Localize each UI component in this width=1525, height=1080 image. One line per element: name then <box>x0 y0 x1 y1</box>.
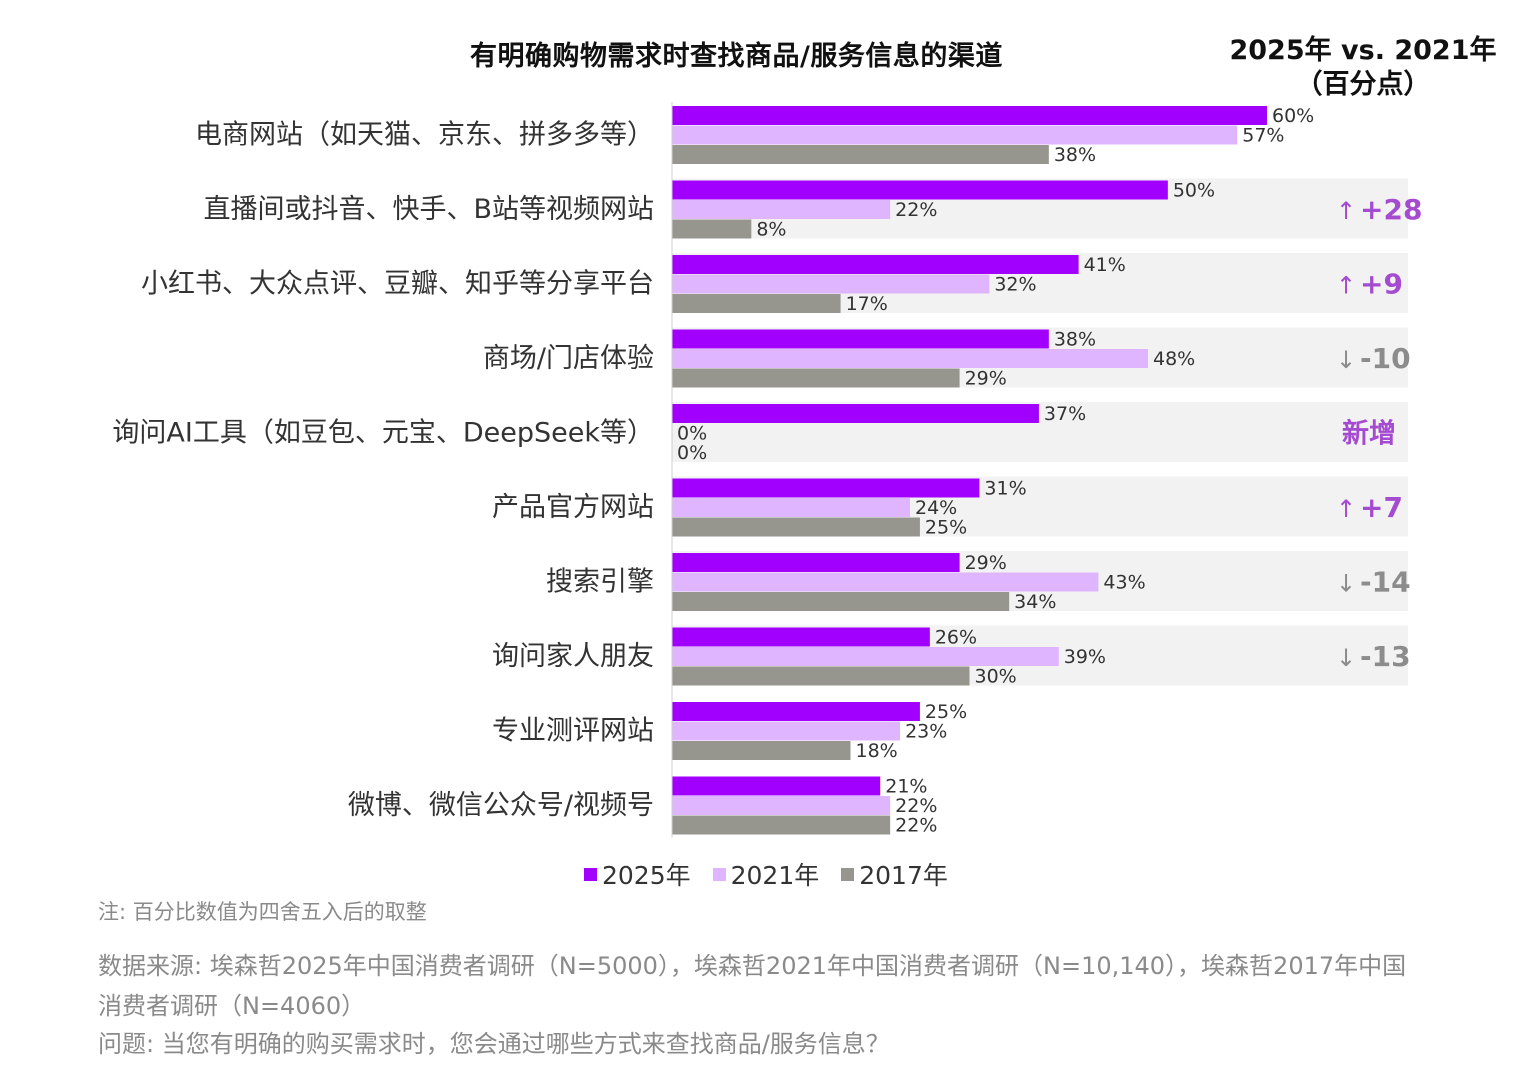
survey-question: 问题: 当您有明确的购买需求时，您会通过哪些方式来查找商品/服务信息？ <box>98 1030 890 1058</box>
bar <box>672 106 1267 125</box>
category-label: 小红书、大众点评、豆瓣、知乎等分享平台 <box>141 269 654 300</box>
category-label: 询问AI工具（如豆包、元宝、DeepSeek等） <box>112 418 654 449</box>
legend-item-2021: 2021年 <box>712 856 820 892</box>
arrow-up-icon: ↑ <box>1336 197 1356 225</box>
bar <box>672 592 1010 611</box>
data-label: 50% <box>1173 180 1215 202</box>
bar <box>672 349 1148 368</box>
data-label: 60% <box>1272 105 1314 127</box>
category-label: 直播间或抖音、快手、B站等视频网站 <box>203 194 654 225</box>
legend-item-2025: 2025年 <box>584 856 691 892</box>
diff-value: +28 <box>1360 193 1422 226</box>
footnote: 注: 百分比数值为四舍五入后的取整 <box>98 900 427 924</box>
data-label: 43% <box>1103 572 1145 594</box>
diff-value: -10 <box>1360 342 1411 375</box>
data-label: 22% <box>895 199 937 221</box>
data-label: 38% <box>1054 329 1096 351</box>
bar <box>672 145 1049 164</box>
category-label: 专业测评网站 <box>492 716 654 747</box>
bar <box>672 498 910 517</box>
data-label: 23% <box>905 721 947 743</box>
data-label: 22% <box>895 795 937 817</box>
diff-header-line-1: 2025年 vs. 2021年 <box>1229 35 1497 66</box>
data-label: 32% <box>994 274 1036 296</box>
chart-title: 有明确购物需求时查找商品/服务信息的渠道 <box>470 41 1003 72</box>
bar <box>672 404 1039 423</box>
bar-chart: 电商网站（如天猫、京东、拼多多等） 60%57% 38% 直播间或抖音、快手、B站等视… <box>112 102 1422 838</box>
data-label: 25% <box>925 517 967 539</box>
arrow-down-icon: ↓ <box>1336 644 1356 672</box>
diff-value: -13 <box>1360 640 1411 673</box>
bar <box>672 815 891 835</box>
legend-swatch-2017 <box>841 867 855 881</box>
bar <box>672 517 920 537</box>
data-label: 24% <box>915 497 957 519</box>
data-label: 22% <box>895 815 937 837</box>
bar <box>672 180 1168 200</box>
bar <box>672 702 920 721</box>
arrow-up-icon: ↑ <box>1336 272 1356 300</box>
data-label: 0% <box>677 442 707 464</box>
diff-header-line-2: （百分点） <box>1295 69 1431 100</box>
data-label: 37% <box>1044 403 1086 425</box>
legend-item-2017: 2017年 <box>841 856 948 892</box>
data-label: 25% <box>925 701 967 723</box>
bar <box>672 572 1099 592</box>
data-label: 29% <box>965 368 1007 390</box>
data-label: 21% <box>885 776 927 798</box>
data-label: 31% <box>984 478 1026 500</box>
data-label: 38% <box>1054 144 1096 166</box>
bar <box>672 255 1079 274</box>
data-label: 26% <box>935 627 977 649</box>
bar <box>672 647 1059 666</box>
data-label: 30% <box>975 666 1017 688</box>
bar <box>672 741 851 760</box>
data-label: 48% <box>1153 348 1195 370</box>
diff-value: +9 <box>1360 268 1403 301</box>
legend-swatch-2021 <box>712 867 726 881</box>
data-label: 18% <box>856 740 898 762</box>
bar <box>672 329 1049 349</box>
data-label: 41% <box>1084 254 1126 276</box>
category-label: 搜索引擎 <box>546 567 654 598</box>
diff-value: +7 <box>1360 491 1403 524</box>
arrow-up-icon: ↑ <box>1336 495 1356 523</box>
bar <box>672 721 901 741</box>
arrow-down-icon: ↓ <box>1336 570 1356 598</box>
bar <box>672 553 960 572</box>
data-label: 39% <box>1064 646 1106 668</box>
bar <box>672 219 752 239</box>
bar <box>672 666 970 686</box>
category-label: 微博、微信公众号/视频号 <box>348 790 654 821</box>
category-label: 产品官方网站 <box>492 492 654 523</box>
data-label: 0% <box>677 423 707 445</box>
legend-label-2025: 2025年 <box>602 861 691 890</box>
data-label: 8% <box>756 219 786 241</box>
bar <box>672 796 891 815</box>
category-label: 电商网站（如天猫、京东、拼多多等） <box>195 120 654 151</box>
legend-swatch-2025 <box>584 867 597 881</box>
data-label: 57% <box>1242 125 1284 147</box>
bar <box>672 200 891 219</box>
bar <box>672 478 980 498</box>
legend-label-2021: 2021年 <box>730 861 820 890</box>
data-label: 17% <box>846 293 888 315</box>
bar <box>672 294 841 313</box>
category-label: 询问家人朋友 <box>492 641 654 672</box>
data-source: 数据来源: 埃森哲2025年中国消费者调研（N=5000），埃森哲2021年中国… <box>98 952 1407 1020</box>
diff-value: -14 <box>1360 566 1411 599</box>
data-label: 29% <box>965 552 1007 574</box>
diff-new-label: 新增 <box>1342 418 1396 450</box>
legend: 2025年 2021年 2017年 <box>584 856 948 892</box>
category-label: 商场/门店体验 <box>483 343 654 374</box>
bar <box>672 274 990 294</box>
arrow-down-icon: ↓ <box>1336 346 1356 374</box>
bar <box>672 776 881 796</box>
data-label: 34% <box>1014 591 1056 613</box>
legend-label-2017: 2017年 <box>859 861 948 890</box>
bar <box>672 125 1238 145</box>
bar <box>672 627 930 647</box>
diff-column-header: 2025年 vs. 2021年 （百分点） <box>1228 34 1498 102</box>
bar <box>672 368 960 388</box>
